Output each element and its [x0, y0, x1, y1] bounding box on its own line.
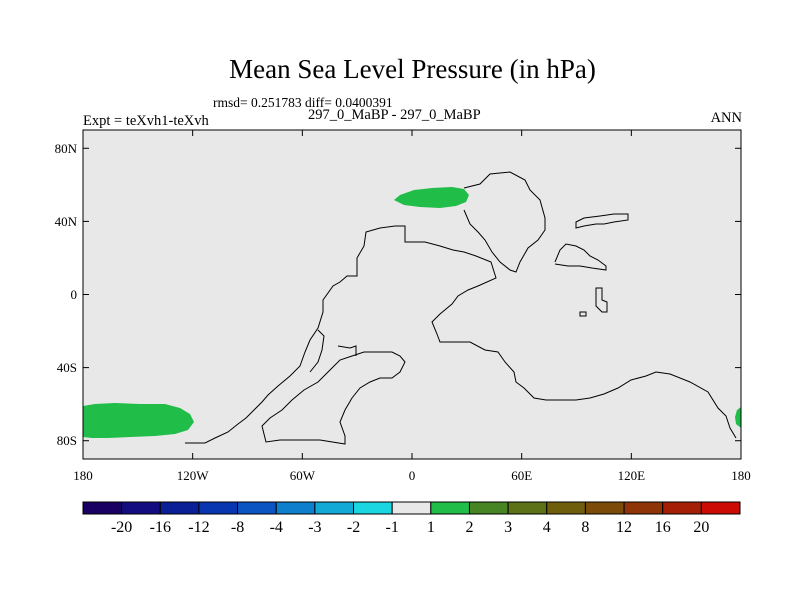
colorbar-label: 16 [655, 519, 671, 536]
colorbar-box-12 [546, 501, 586, 515]
map-subtitle: 297_0_MaBP - 297_0_MaBP [308, 107, 481, 123]
stats-line: rmsd= 0.251783 diff= 0.0400391 [213, 95, 393, 110]
colorbar-label: 2 [465, 519, 473, 536]
colorbar-label: 8 [581, 519, 589, 536]
colorbar-box-8 [391, 501, 432, 515]
colorbar-box-11 [507, 501, 548, 515]
colorbar-box-5 [275, 501, 316, 515]
colorbar-box-0 [82, 501, 123, 515]
colorbar-label: -8 [231, 519, 244, 536]
y-tick-label: 40S [57, 360, 77, 375]
colorbar-box-14 [623, 501, 664, 515]
coastline-inner-sea [309, 329, 325, 373]
coastline-east-asia [575, 213, 629, 229]
coastlines [185, 171, 737, 445]
coastline-east-block [554, 243, 607, 271]
x-tick-label: 180 [73, 468, 93, 483]
colorbar-label: -12 [188, 519, 209, 536]
coastline-island-b [579, 311, 587, 317]
x-tick-label: 0 [409, 468, 416, 483]
colorbar-label: 4 [543, 519, 551, 536]
colorbar-label: 20 [693, 519, 709, 536]
y-tick-label: 80S [57, 433, 77, 448]
y-axis: 80N 40N 0 40S 80S [55, 141, 741, 448]
colorbar-box-15 [662, 501, 702, 515]
y-tick-label: 40N [55, 214, 78, 229]
colorbar-box-1 [121, 501, 161, 515]
coastline-south-peninsula [261, 351, 406, 445]
colorbar-label: 1 [427, 519, 435, 536]
colorbar-box-10 [468, 501, 509, 515]
colorbar-box-4 [237, 501, 277, 515]
colorbar-label: 12 [616, 519, 632, 536]
x-tick-label: 120W [177, 468, 210, 483]
anomaly-region-north-europe [394, 187, 469, 208]
x-axis: 180 120W 60W 0 60E 120E 180 [73, 130, 751, 483]
y-tick-label: 0 [71, 287, 78, 302]
y-tick-label: 80N [55, 141, 78, 156]
anomaly-region-east-edge [735, 407, 741, 428]
colorbar-box-7 [353, 501, 393, 515]
colorbar-box-9 [430, 501, 470, 515]
colorbar: -20 -16 -12 -8 -4 -3 -2 -1 1 2 3 4 8 12 16 20 [82, 501, 741, 536]
colorbar-label: -16 [150, 519, 171, 536]
colorbar-box-2 [159, 501, 200, 515]
coastline-inner-ridge [337, 345, 357, 356]
colorbar-label: -3 [308, 519, 321, 536]
x-tick-label: 60E [511, 468, 532, 483]
map-background [83, 130, 741, 459]
colorbar-box-13 [584, 501, 625, 515]
colorbar-box-3 [198, 501, 239, 515]
experiment-label: Expt = teXvh1-teXvh [83, 113, 209, 129]
colorbar-label: -4 [270, 519, 283, 536]
colorbar-box-16 [700, 501, 741, 515]
anomaly-region-south-pacific [83, 403, 194, 438]
x-tick-label: 60W [290, 468, 316, 483]
colorbar-label: -20 [111, 519, 132, 536]
colorbar-box-6 [314, 501, 355, 515]
map-title: Mean Sea Level Pressure (in hPa) [229, 54, 596, 84]
coastline-pangaea [185, 225, 737, 444]
x-tick-label: 180 [731, 468, 751, 483]
coastline-island-a [595, 287, 608, 313]
x-tick-label: 120E [618, 468, 646, 483]
colorbar-label: -1 [386, 519, 399, 536]
colorbar-label: 3 [504, 519, 512, 536]
coastline-north-landmass [463, 171, 546, 273]
colorbar-label: -2 [347, 519, 360, 536]
season-label: ANN [710, 110, 742, 126]
